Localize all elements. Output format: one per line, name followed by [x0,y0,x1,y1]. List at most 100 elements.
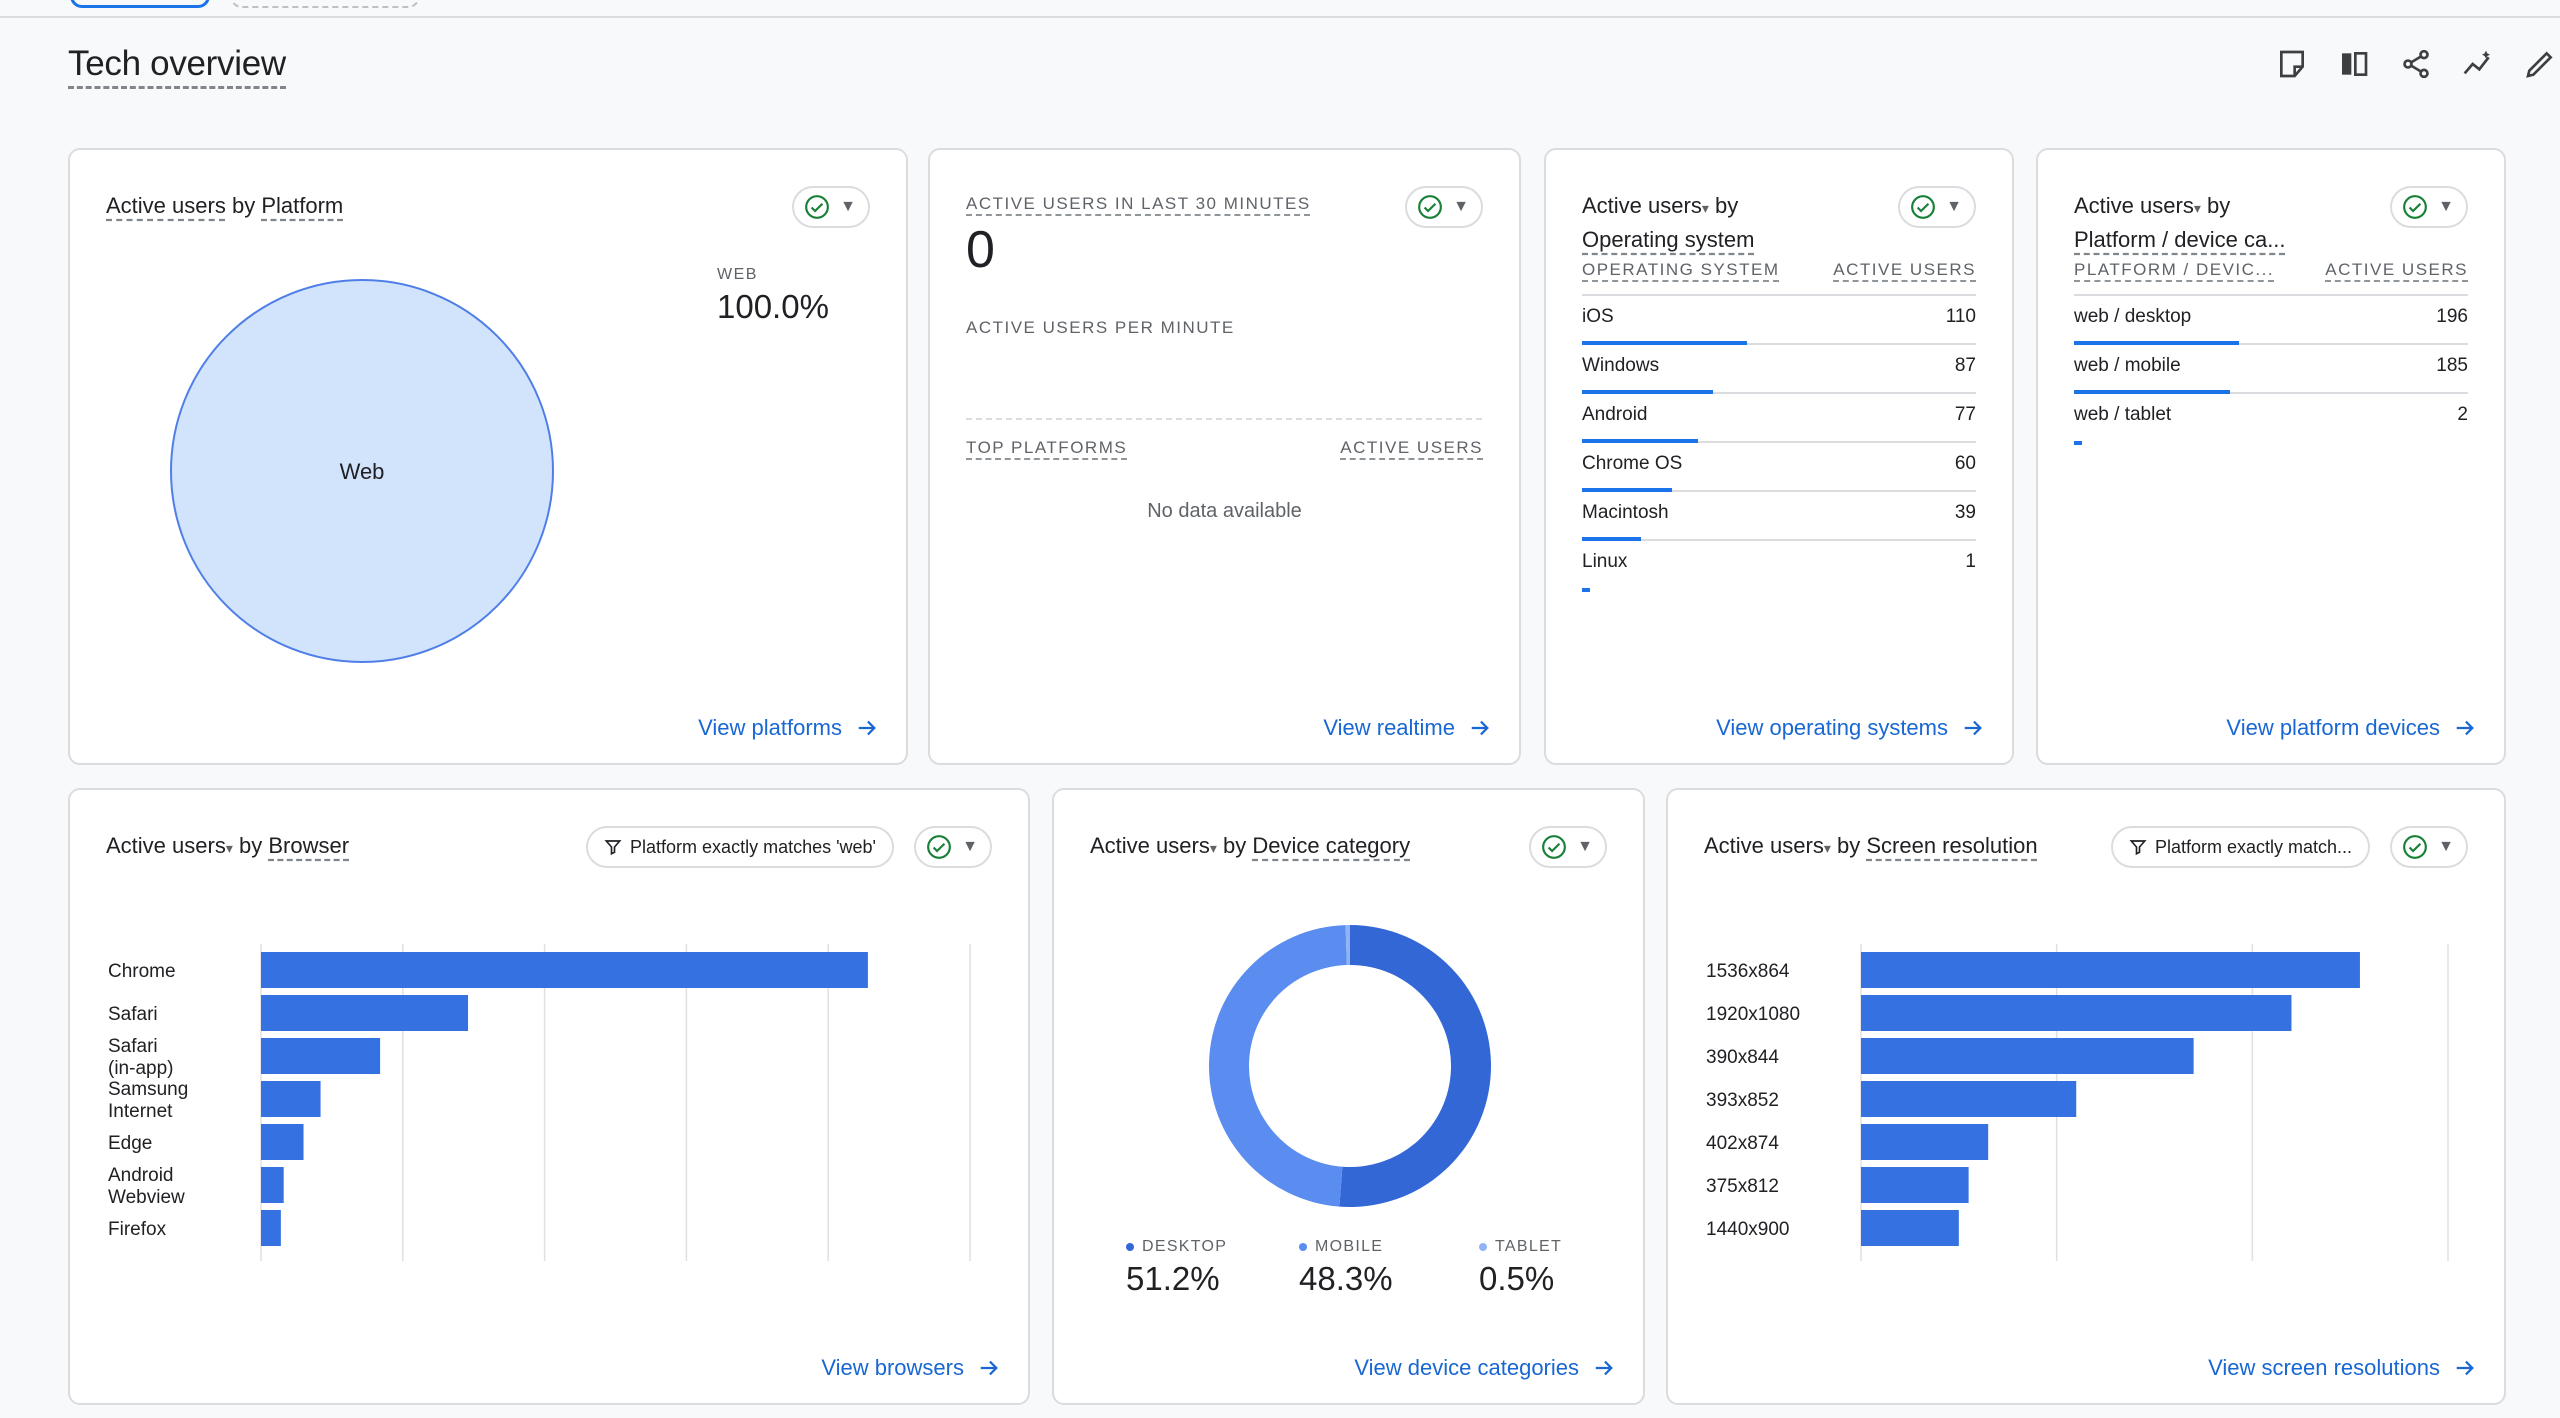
metric-selector[interactable]: Active users▾ [1090,833,1217,858]
filter-chip[interactable]: Platform exactly match... [2110,826,2370,868]
donut-slice-mobile[interactable] [1209,925,1347,1207]
bar[interactable] [1861,1081,2077,1117]
table-header-divider [2074,294,2468,296]
arrow-right-icon [980,1360,998,1376]
row-value: 39 [1954,502,1976,523]
row-bar [1582,588,1590,592]
add-comparison-chip[interactable] [230,0,420,8]
arrow-right-icon [1471,720,1489,736]
os-card: Active users▾ by Operating system ▼ OPER… [1544,148,2014,765]
metric-selector[interactable]: Active users▾ [106,833,233,858]
view-screen-resolutions-link[interactable]: View screen resolutions [2208,1355,2476,1381]
pie-slice-web [170,279,554,663]
view-platforms-link[interactable]: View platforms [698,715,878,741]
donut-slice-tablet[interactable] [1345,925,1350,966]
legend-dot [1299,1243,1307,1251]
insights-status-button[interactable]: ▼ [2390,826,2468,868]
bar[interactable] [1861,1210,1959,1246]
dimension-selector[interactable]: Browser [268,833,350,858]
donut-slice-desktop[interactable] [1339,925,1492,1207]
table-row[interactable]: Android 77 [1582,394,1976,443]
bar[interactable] [261,995,469,1031]
dimension-selector[interactable]: Operating system [1582,227,1755,252]
chevron-down-icon: ▼ [2438,838,2454,855]
metric-selector[interactable]: Active users▾ [1704,833,1831,858]
chevron-down-icon: ▼ [1577,838,1593,855]
edit-icon[interactable] [2520,44,2560,84]
view-browsers-link[interactable]: View browsers [821,1355,1000,1381]
dimension-selector[interactable]: Platform / device ca... [2074,227,2286,252]
bar[interactable] [261,1124,304,1160]
browser-card: Active users▾ by Browser Platform exactl… [68,788,1030,1405]
insights-status-button[interactable]: ▼ [1529,826,1607,868]
insights-icon[interactable] [2458,44,2498,84]
screen-resolution-bar-chart: 02040601536x8641920x1080390x844393x85240… [1706,944,2449,1261]
insights-status-button[interactable]: ▼ [2390,186,2468,228]
row-label: web / mobile [2074,355,2181,376]
dimension-selector[interactable]: Screen resolution [1866,833,2038,858]
table-row[interactable]: Chrome OS 60 [1582,443,1976,492]
row-label: Chrome OS [1582,453,1683,474]
caret-down-icon: ▾ [225,840,233,856]
metric-selector[interactable]: Active users▾ [1582,193,1709,218]
metric-selector[interactable]: Active users [106,193,226,218]
device-card: Active users▾ by Platform / device ca...… [2036,148,2506,765]
col-active-users[interactable]: ACTIVE USERS [1340,438,1483,457]
table-row[interactable]: iOS 110 [1582,296,1976,345]
table-row[interactable]: web / tablet 2 [2074,394,2468,445]
insights-status-button[interactable]: ▼ [1405,186,1483,228]
view-realtime-link[interactable]: View realtime [1323,715,1491,741]
note-icon[interactable] [2272,44,2312,84]
bar[interactable] [1861,1167,1969,1203]
bar[interactable] [261,1210,281,1246]
comparison-chip[interactable] [70,0,210,8]
table-row[interactable]: Windows 87 [1582,345,1976,394]
table-row[interactable]: web / mobile 185 [2074,345,2468,394]
view-device-categories-link[interactable]: View device categories [1354,1355,1615,1381]
metric-selector[interactable]: Active users▾ [2074,193,2201,218]
bar[interactable] [1861,1124,1989,1160]
device-category-card: Active users▾ by Device category ▼ DESKT… [1052,788,1645,1405]
row-value: 110 [1945,306,1976,327]
bar[interactable] [261,1167,284,1203]
table-row[interactable]: Linux 1 [1582,541,1976,592]
row-value: 87 [1954,355,1976,376]
table-row[interactable]: web / desktop 196 [2074,296,2468,345]
insights-status-button[interactable]: ▼ [914,826,992,868]
category-label: Android Webview [108,1165,185,1208]
legend-dot [1479,1243,1487,1251]
bar[interactable] [261,952,868,988]
dimension-selector[interactable]: Platform [261,193,344,218]
screen-resolution-card: Active users▾ by Screen resolution Platf… [1666,788,2506,1405]
view-platform-devices-link[interactable]: View platform devices [2226,715,2476,741]
insights-status-button[interactable]: ▼ [1898,186,1976,228]
bar[interactable] [1861,952,2360,988]
page-title: Tech overview [68,44,286,89]
col-top-platforms[interactable]: TOP PLATFORMS [966,438,1128,457]
card-title: Active users▾ by Screen resolution [1704,833,2038,858]
pie-slice-label: Web [340,459,385,484]
category-label: Edge [108,1133,152,1154]
share-icon[interactable] [2396,44,2436,84]
bar[interactable] [1861,995,2292,1031]
legend-item-tablet: TABLET 0.5% [1479,1238,1563,1297]
view-operating-systems-link[interactable]: View operating systems [1716,715,1984,741]
insights-status-button[interactable]: ▼ [792,186,870,228]
browser-bar-chart: 050100150200250ChromeSafariSafari(in-app… [108,944,971,1261]
bar[interactable] [261,1081,321,1117]
dimension-selector[interactable]: Device category [1252,833,1411,858]
arrow-right-icon [1595,1360,1613,1376]
category-label: Safari (in-app) [108,1036,173,1079]
compare-icon[interactable] [2334,44,2374,84]
row-bar [2074,441,2082,445]
row-bar [1582,390,1713,394]
arrow-right-icon [2456,1360,2474,1376]
filter-chip[interactable]: Platform exactly matches 'web' [586,826,894,868]
chevron-down-icon: ▼ [840,198,856,215]
chevron-down-icon: ▼ [1946,198,1962,215]
realtime-title[interactable]: ACTIVE USERS IN LAST 30 MINUTES [966,194,1311,213]
bar[interactable] [261,1038,381,1074]
card-title: Active users▾ by Browser [106,833,350,858]
bar[interactable] [1861,1038,2194,1074]
table-row[interactable]: Macintosh 39 [1582,492,1976,541]
